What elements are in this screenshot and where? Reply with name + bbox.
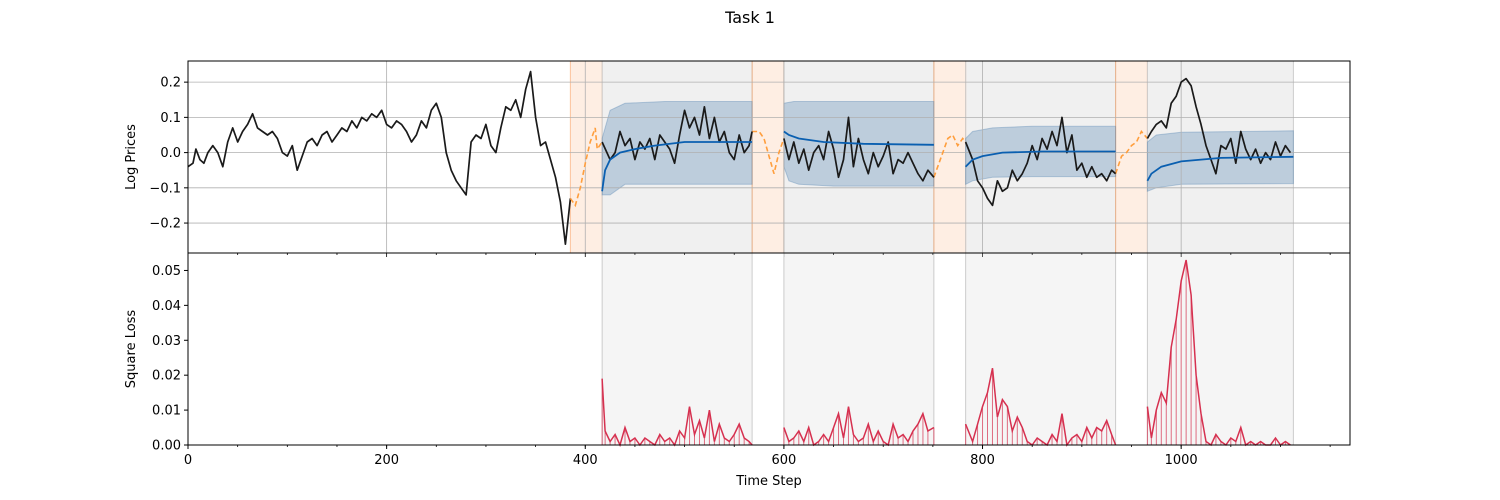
loss-line-1: [601, 378, 753, 448]
context-line-3: [933, 133, 967, 178]
square-loss-xtick-label: 200: [374, 453, 399, 468]
square-loss-axes: 0.00 0.01 0.02 0.03 0.04 0.05 0 200 400 600 800 100…: [152, 252, 1351, 468]
context-line-2: [752, 130, 785, 174]
square-loss-ytick-label: 0.01: [152, 404, 181, 419]
price-line-0: [187, 70, 572, 246]
square-loss-xtick-label: 1000: [1165, 453, 1198, 468]
log-prices-ylabel: Log Prices: [124, 124, 139, 190]
log-prices-ytick-label: −0.1: [149, 181, 181, 196]
forecast-mean-line-1: [601, 141, 753, 192]
log-prices-ytick-label: −0.2: [149, 217, 181, 232]
loss-window-3: [965, 252, 1117, 446]
forecast-band-4: [1146, 130, 1294, 193]
log-prices-window-shading: [569, 60, 1294, 254]
square-loss-xtick-label: 800: [970, 453, 995, 468]
forecast-mean-line-3: [964, 150, 1116, 168]
log-prices-ytick-label: 0.0: [160, 146, 181, 161]
context-line-4: [1114, 130, 1149, 174]
loss-window-4: [1146, 252, 1294, 446]
log-prices-ytick-label: 0.1: [160, 111, 181, 126]
price-line-2: [601, 105, 753, 165]
loss-line-2: [783, 406, 935, 447]
square-loss-lines: [601, 259, 1291, 448]
price-line-3: [783, 116, 935, 182]
square-loss-frame: [187, 252, 1351, 446]
forecast-mean-line-4: [1146, 155, 1294, 182]
loss-window-2: [783, 252, 935, 446]
square-loss-xlabel: Time Step: [735, 474, 802, 489]
loss-line-3: [964, 368, 1117, 447]
price-line-5: [1146, 77, 1292, 175]
square-loss-ytick-label: 0.05: [152, 264, 181, 279]
context-window-3: [933, 60, 967, 254]
log-prices-lines: [187, 70, 1294, 246]
square-loss-panel: 0.00 0.01 0.02 0.03 0.04 0.05 0 200 400 600 800 100…: [124, 252, 1351, 489]
context-line-1: [569, 127, 603, 208]
square-loss-ylabel: Square Loss: [124, 310, 139, 389]
forecast-window-3: [965, 60, 1117, 254]
loss-window-1: [601, 252, 753, 446]
context-window-2: [751, 60, 785, 254]
log-prices-ytick-label: 0.2: [160, 76, 181, 91]
context-window-4: [1115, 60, 1148, 254]
square-loss-ytick-label: 0.00: [152, 439, 181, 454]
forecast-mean-line-2: [783, 130, 934, 146]
log-prices-panel: −0.2 −0.1 0.0 0.1 0.2 Log Prices: [124, 60, 1351, 257]
square-loss-ytick-label: 0.03: [152, 334, 181, 349]
log-prices-grid: [187, 61, 1350, 253]
square-loss-xtick-label: 600: [771, 453, 796, 468]
square-loss-ytick-label: 0.02: [152, 369, 181, 384]
forecast-window-2: [783, 60, 935, 254]
price-line-4: [964, 116, 1117, 207]
square-loss-ytick-label: 0.04: [152, 299, 181, 314]
square-loss-xtick-label: 0: [184, 453, 192, 468]
figure-title: Task 1: [724, 8, 775, 27]
square-loss-xtick-label: 400: [573, 453, 598, 468]
